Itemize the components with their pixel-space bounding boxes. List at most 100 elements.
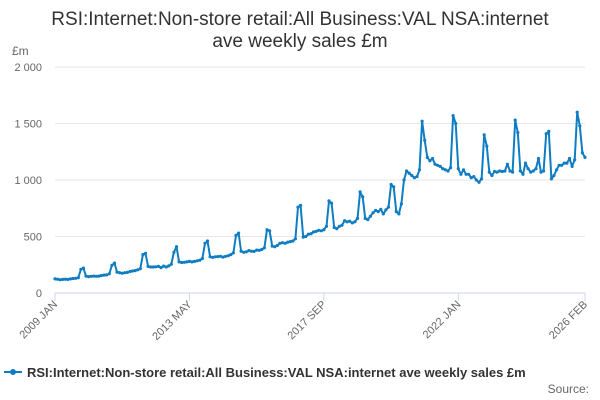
data-point[interactable]	[485, 144, 489, 148]
data-point[interactable]	[107, 272, 111, 276]
data-point[interactable]	[66, 277, 70, 281]
data-point[interactable]	[405, 169, 409, 173]
data-point[interactable]	[221, 255, 225, 259]
data-point[interactable]	[578, 124, 582, 128]
data-point[interactable]	[423, 138, 427, 142]
data-point[interactable]	[133, 269, 137, 273]
data-point[interactable]	[97, 274, 101, 278]
data-point[interactable]	[159, 266, 163, 270]
data-point[interactable]	[366, 218, 370, 222]
data-point[interactable]	[275, 243, 279, 248]
data-point[interactable]	[234, 233, 238, 237]
data-point[interactable]	[125, 270, 129, 274]
data-point[interactable]	[268, 229, 272, 233]
data-point[interactable]	[335, 227, 339, 231]
data-point[interactable]	[79, 267, 83, 271]
data-point[interactable]	[343, 219, 347, 223]
data-point[interactable]	[208, 255, 212, 259]
data-point[interactable]	[498, 169, 502, 173]
data-point[interactable]	[311, 230, 316, 234]
data-point[interactable]	[451, 114, 455, 118]
data-point[interactable]	[260, 247, 264, 252]
data-point[interactable]	[523, 161, 528, 165]
data-point[interactable]	[394, 210, 398, 214]
data-point[interactable]	[456, 167, 460, 171]
data-point[interactable]	[438, 164, 442, 168]
data-point[interactable]	[565, 161, 569, 165]
data-point[interactable]	[226, 254, 230, 258]
data-point[interactable]	[348, 219, 352, 223]
data-point[interactable]	[301, 235, 305, 239]
data-point[interactable]	[296, 205, 300, 209]
data-point[interactable]	[138, 267, 142, 271]
data-point[interactable]	[322, 228, 326, 232]
data-point[interactable]	[381, 212, 385, 216]
data-point[interactable]	[309, 232, 313, 236]
data-point[interactable]	[534, 167, 538, 171]
data-point[interactable]	[92, 274, 96, 278]
data-point[interactable]	[361, 195, 365, 199]
data-point[interactable]	[213, 255, 217, 259]
data-point[interactable]	[195, 259, 199, 263]
data-point[interactable]	[247, 249, 251, 253]
data-point[interactable]	[286, 240, 290, 244]
data-point[interactable]	[71, 276, 75, 281]
legend[interactable]: RSI:Internet:Non-store retail:All Busine…	[4, 365, 526, 380]
data-point[interactable]	[560, 163, 564, 167]
data-point[interactable]	[415, 175, 419, 179]
data-point[interactable]	[187, 259, 191, 263]
data-point[interactable]	[516, 130, 520, 135]
data-point[interactable]	[371, 211, 375, 215]
data-point[interactable]	[149, 265, 153, 269]
data-point[interactable]	[575, 110, 579, 114]
data-point[interactable]	[552, 173, 556, 178]
data-point[interactable]	[156, 264, 160, 268]
data-point[interactable]	[288, 240, 292, 244]
data-point[interactable]	[164, 265, 168, 269]
data-point[interactable]	[120, 271, 124, 275]
data-point[interactable]	[389, 182, 393, 187]
data-point[interactable]	[410, 173, 414, 178]
data-point[interactable]	[216, 255, 220, 259]
data-point[interactable]	[151, 265, 155, 269]
data-point[interactable]	[224, 254, 228, 258]
data-point[interactable]	[459, 172, 463, 176]
data-point[interactable]	[508, 169, 512, 173]
data-point[interactable]	[319, 229, 323, 233]
data-point[interactable]	[430, 156, 435, 161]
data-point[interactable]	[190, 260, 194, 264]
data-point[interactable]	[547, 129, 551, 133]
data-point[interactable]	[185, 260, 189, 264]
data-point[interactable]	[84, 274, 88, 278]
data-point[interactable]	[63, 277, 67, 281]
data-point[interactable]	[580, 151, 585, 155]
data-point[interactable]	[105, 273, 109, 277]
data-point[interactable]	[353, 220, 357, 224]
data-point[interactable]	[417, 168, 422, 172]
data-point[interactable]	[399, 202, 403, 206]
data-point[interactable]	[363, 216, 367, 220]
data-point[interactable]	[482, 133, 486, 137]
data-point[interactable]	[464, 172, 468, 176]
data-point[interactable]	[397, 212, 401, 216]
data-point[interactable]	[472, 175, 476, 179]
data-point[interactable]	[262, 246, 266, 250]
data-point[interactable]	[433, 162, 437, 166]
data-point[interactable]	[102, 273, 106, 277]
data-point[interactable]	[61, 277, 65, 281]
data-point[interactable]	[203, 241, 207, 245]
data-point[interactable]	[239, 249, 243, 253]
data-point[interactable]	[495, 170, 499, 174]
data-point[interactable]	[270, 244, 274, 248]
data-point[interactable]	[441, 167, 445, 171]
data-point[interactable]	[549, 177, 554, 181]
data-point[interactable]	[407, 171, 411, 175]
data-point[interactable]	[291, 239, 295, 243]
data-point[interactable]	[531, 169, 535, 173]
data-point[interactable]	[392, 185, 396, 189]
data-point[interactable]	[443, 168, 447, 172]
data-point[interactable]	[521, 172, 525, 176]
data-point[interactable]	[293, 237, 297, 241]
data-point[interactable]	[446, 169, 450, 173]
data-point[interactable]	[461, 168, 466, 172]
